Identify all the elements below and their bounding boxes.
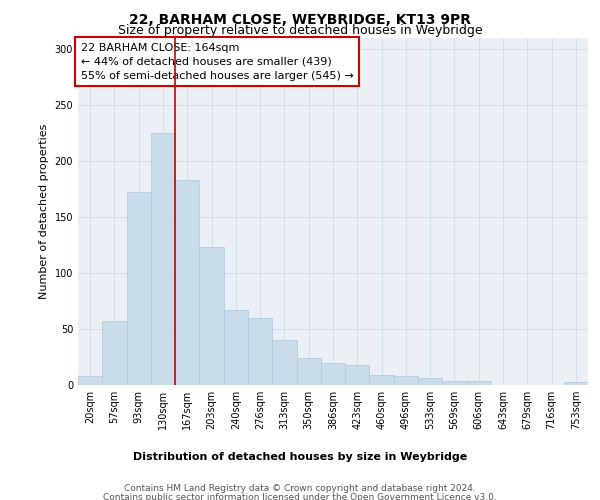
Bar [467, 380, 491, 385]
Bar [175, 180, 199, 385]
Bar [345, 365, 370, 385]
Y-axis label: Number of detached properties: Number of detached properties [39, 124, 49, 299]
Bar [248, 318, 272, 385]
Bar [272, 340, 296, 385]
Bar [418, 378, 442, 385]
Text: Distribution of detached houses by size in Weybridge: Distribution of detached houses by size … [133, 452, 467, 462]
Bar [127, 192, 151, 385]
Bar [78, 376, 102, 385]
Text: Contains HM Land Registry data © Crown copyright and database right 2024.: Contains HM Land Registry data © Crown c… [124, 484, 476, 493]
Bar [442, 380, 467, 385]
Bar [151, 133, 175, 385]
Bar [102, 321, 127, 385]
Text: 22 BARHAM CLOSE: 164sqm
← 44% of detached houses are smaller (439)
55% of semi-d: 22 BARHAM CLOSE: 164sqm ← 44% of detache… [80, 42, 353, 80]
Text: Size of property relative to detached houses in Weybridge: Size of property relative to detached ho… [118, 24, 482, 37]
Bar [394, 376, 418, 385]
Bar [564, 382, 588, 385]
Bar [321, 362, 345, 385]
Bar [370, 375, 394, 385]
Text: Contains public sector information licensed under the Open Government Licence v3: Contains public sector information licen… [103, 492, 497, 500]
Text: 22, BARHAM CLOSE, WEYBRIDGE, KT13 9PR: 22, BARHAM CLOSE, WEYBRIDGE, KT13 9PR [129, 12, 471, 26]
Bar [224, 310, 248, 385]
Bar [296, 358, 321, 385]
Bar [199, 247, 224, 385]
